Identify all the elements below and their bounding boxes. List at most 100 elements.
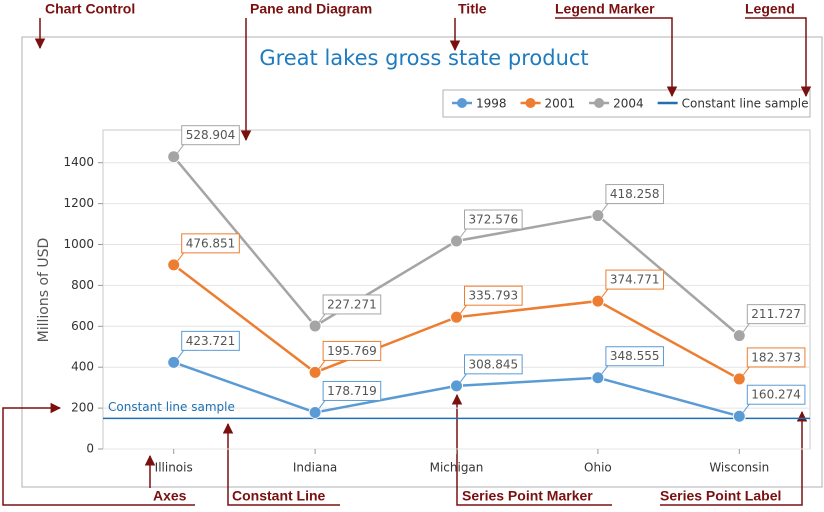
series-point (450, 234, 463, 248)
point-label: 335.793 (469, 289, 519, 303)
point-label: 195.769 (327, 344, 377, 358)
x-tick-label: Ohio (584, 461, 612, 475)
annotation: Chart Control (45, 1, 135, 17)
point-label: 211.727 (751, 307, 801, 321)
label-connector (601, 203, 609, 212)
label-connector (742, 403, 750, 413)
legend-items: 1998 2001 2004 Constant line sample (452, 97, 809, 111)
y-tick-label: 1000 (63, 237, 94, 251)
point-label: 418.258 (610, 187, 660, 201)
series-point (167, 355, 181, 369)
series-point (167, 258, 181, 272)
label-connector (177, 252, 185, 262)
label-connector (318, 360, 326, 369)
label-connector (177, 144, 185, 153)
point-label: 372.576 (469, 212, 519, 226)
annotation-arrow (745, 17, 812, 98)
series-point (308, 405, 322, 419)
point-label-box (605, 184, 665, 205)
legend-label: 2004 (613, 97, 644, 111)
point-label: 348.555 (610, 349, 660, 363)
annotation-arrow (2, 402, 195, 506)
label-connector (742, 366, 750, 376)
point-label: 160.274 (751, 388, 801, 402)
point-label-box (322, 380, 382, 401)
point-label: 374.771 (610, 273, 660, 287)
y-tick-label: 800 (71, 278, 94, 292)
point-label-box (181, 125, 240, 146)
x-tick-label: Michigan (430, 461, 484, 475)
annotation: Axes (153, 488, 187, 504)
series-point (308, 365, 322, 379)
point-label-box (322, 340, 382, 361)
legend (442, 89, 811, 118)
x-tick-label: Wisconsin (709, 461, 769, 475)
point-label-box (464, 354, 523, 375)
point-label-box (746, 304, 806, 325)
annotation: Title (458, 1, 487, 17)
x-tick-label: Indiana (293, 461, 337, 475)
legend-marker (525, 98, 536, 108)
point-label: 227.271 (327, 297, 377, 311)
y-tick-label: 600 (71, 319, 94, 333)
x-tick-label: Illinois (155, 461, 193, 475)
label-connector (601, 365, 609, 375)
legend-label: 1998 (476, 97, 507, 111)
y-axis-label: Millions of USD (36, 238, 52, 343)
series-point (450, 379, 463, 393)
annotation: Legend Marker (555, 1, 655, 17)
point-label: 308.845 (469, 357, 519, 371)
annotation: Pane and Diagram (250, 1, 372, 17)
point-label-box (181, 330, 240, 351)
label-connector (460, 304, 467, 314)
legend-marker (457, 98, 467, 108)
series-point (591, 294, 605, 308)
series-point (591, 209, 605, 223)
annotation-arrow (555, 17, 678, 98)
annotation-arrow (451, 393, 612, 506)
series-point (732, 372, 746, 386)
y-tick-label: 400 (71, 360, 94, 374)
point-label-box (605, 269, 665, 290)
label-connector (742, 323, 750, 332)
point-label: 423.721 (186, 334, 236, 348)
series-point (167, 150, 181, 164)
label-connector (460, 373, 467, 383)
constant-line-label: Constant line sample (108, 400, 235, 414)
point-label-box (181, 233, 240, 254)
series-point (732, 329, 746, 343)
point-label-box (464, 209, 523, 230)
y-tick-label: 1400 (63, 155, 94, 169)
point-label: 182.373 (751, 350, 801, 364)
point-label-box (746, 347, 806, 368)
point-label-box (464, 285, 523, 306)
series-point (732, 409, 746, 423)
annotation-arrow (660, 410, 808, 506)
point-label-box (746, 384, 806, 405)
point-label-box (605, 346, 665, 367)
y-tick-label: 200 (71, 401, 94, 415)
point-label-box (322, 294, 382, 315)
point-label: 178.719 (327, 384, 377, 398)
annotation-arrow (222, 422, 340, 506)
annotation: Series Point Marker (462, 488, 593, 504)
label-connector (601, 288, 609, 298)
y-tick-label: 1200 (63, 196, 94, 210)
y-tick-label: 0 (86, 442, 94, 456)
series-point (450, 310, 463, 324)
annotation: Series Point Label (660, 488, 781, 504)
point-label: 476.851 (186, 236, 236, 250)
legend-label: Constant line sample (682, 97, 809, 111)
legend-marker (594, 98, 605, 108)
series-point (308, 319, 322, 333)
label-connector (460, 228, 467, 238)
label-connector (318, 400, 326, 409)
chart-title: Great lakes gross state product (259, 46, 588, 70)
label-connector (177, 350, 185, 359)
label-connector (318, 313, 326, 323)
point-label: 528.904 (186, 128, 236, 142)
annotation: Legend (745, 1, 795, 17)
series-point (591, 371, 605, 385)
annotation: Constant Line (232, 488, 326, 504)
